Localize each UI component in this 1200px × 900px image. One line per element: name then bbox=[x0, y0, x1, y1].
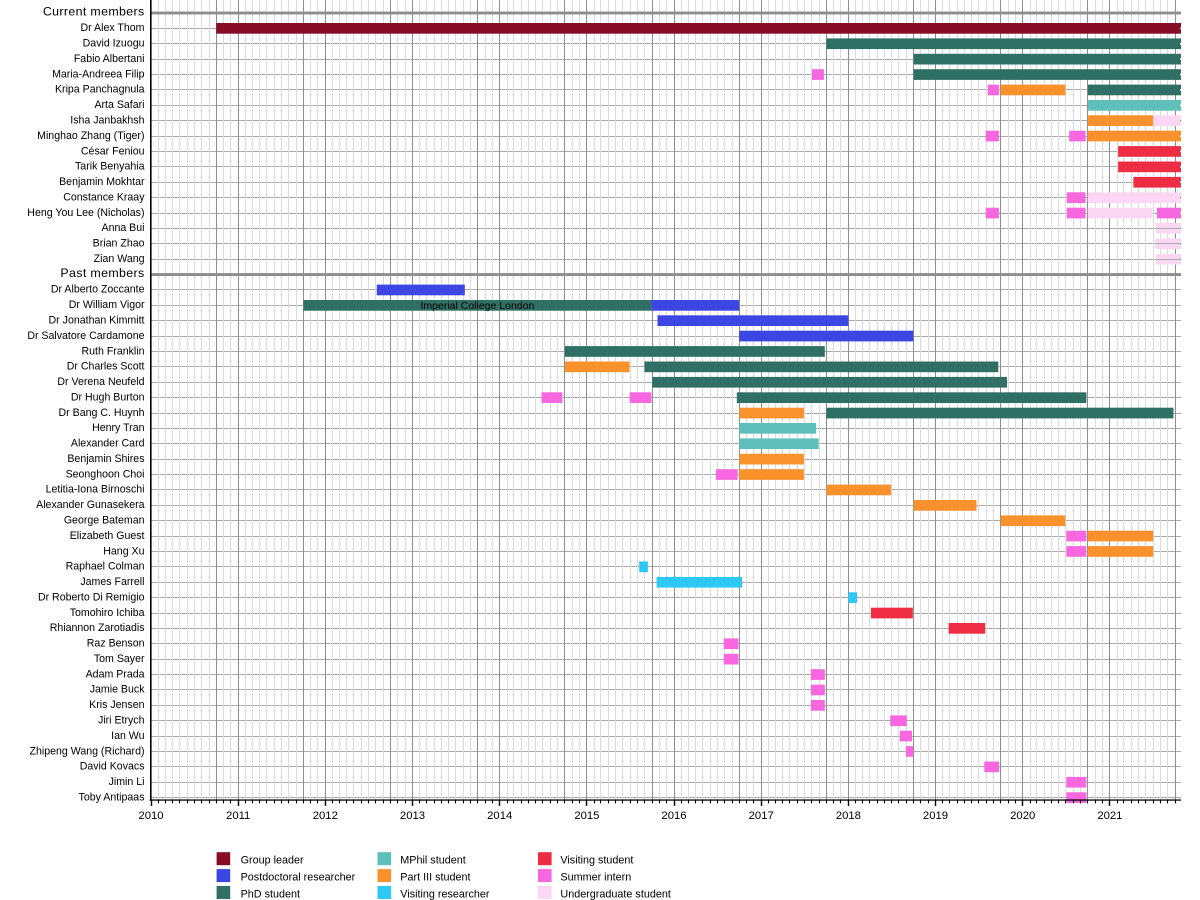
svg-text:Heng You Lee (Nicholas): Heng You Lee (Nicholas) bbox=[27, 207, 144, 219]
svg-text:Fabio Albertani: Fabio Albertani bbox=[74, 53, 145, 65]
svg-text:2011: 2011 bbox=[226, 810, 250, 822]
svg-text:Rhiannon Zarotiadis: Rhiannon Zarotiadis bbox=[50, 622, 145, 634]
svg-text:Jiri Etrych: Jiri Etrych bbox=[98, 715, 145, 727]
svg-text:Dr Verena Neufeld: Dr Verena Neufeld bbox=[57, 376, 144, 388]
svg-text:2016: 2016 bbox=[661, 810, 686, 822]
svg-text:2012: 2012 bbox=[313, 810, 338, 822]
svg-text:2018: 2018 bbox=[836, 810, 861, 822]
svg-text:Hang Xu: Hang Xu bbox=[103, 545, 144, 557]
svg-text:Visiting student: Visiting student bbox=[560, 855, 633, 867]
svg-text:Ruth Franklin: Ruth Franklin bbox=[82, 345, 145, 357]
svg-text:Seonghoon Choi: Seonghoon Choi bbox=[66, 468, 145, 480]
svg-text:César Feniou: César Feniou bbox=[81, 145, 145, 157]
svg-text:George Bateman: George Bateman bbox=[64, 515, 145, 527]
svg-text:Past members: Past members bbox=[60, 266, 144, 280]
svg-text:Imperial College London: Imperial College London bbox=[420, 300, 534, 312]
svg-text:Postdoctoral researcher: Postdoctoral researcher bbox=[241, 872, 356, 884]
svg-text:Jamie Buck: Jamie Buck bbox=[90, 684, 145, 696]
svg-text:2014: 2014 bbox=[487, 810, 512, 822]
svg-text:Summer intern: Summer intern bbox=[560, 872, 631, 884]
svg-text:Dr Alberto Zoccante: Dr Alberto Zoccante bbox=[51, 284, 145, 296]
svg-text:Dr Charles Scott: Dr Charles Scott bbox=[67, 361, 145, 373]
svg-text:Tarik Benyahia: Tarik Benyahia bbox=[75, 161, 145, 173]
svg-text:Raz Benson: Raz Benson bbox=[87, 638, 145, 650]
svg-text:Kripa Panchagnula: Kripa Panchagnula bbox=[55, 84, 145, 96]
svg-text:Benjamin Mokhtar: Benjamin Mokhtar bbox=[59, 176, 145, 188]
svg-text:Isha Janbakhsh: Isha Janbakhsh bbox=[70, 115, 144, 127]
svg-text:Adam Prada: Adam Prada bbox=[86, 668, 145, 680]
svg-text:Dr Alex Thom: Dr Alex Thom bbox=[81, 22, 145, 34]
svg-text:Undergraduate student: Undergraduate student bbox=[560, 888, 670, 900]
svg-text:Part III student: Part III student bbox=[400, 872, 470, 884]
svg-text:David Kovacs: David Kovacs bbox=[80, 761, 145, 773]
svg-text:Arta Safari: Arta Safari bbox=[94, 99, 144, 111]
svg-text:2013: 2013 bbox=[400, 810, 425, 822]
svg-text:Brian Zhao: Brian Zhao bbox=[93, 238, 145, 250]
svg-text:Dr Salvatore Cardamone: Dr Salvatore Cardamone bbox=[27, 330, 144, 342]
svg-text:2010: 2010 bbox=[138, 810, 163, 822]
svg-text:Dr Hugh Burton: Dr Hugh Burton bbox=[71, 391, 145, 403]
svg-text:Constance Kraay: Constance Kraay bbox=[63, 191, 145, 203]
svg-text:Ian Wu: Ian Wu bbox=[111, 730, 144, 742]
svg-text:Zhipeng Wang (Richard): Zhipeng Wang (Richard) bbox=[29, 745, 144, 757]
svg-text:David Izuogu: David Izuogu bbox=[83, 38, 145, 50]
svg-text:Minghao Zhang (Tiger): Minghao Zhang (Tiger) bbox=[37, 130, 144, 142]
svg-text:Letitia-Iona Birnoschi: Letitia-Iona Birnoschi bbox=[46, 484, 145, 496]
svg-text:Alexander Card: Alexander Card bbox=[71, 438, 145, 450]
svg-text:Henry Tran: Henry Tran bbox=[92, 422, 145, 434]
svg-text:Anna Bui: Anna Bui bbox=[102, 222, 145, 234]
svg-text:Alexander Gunasekera: Alexander Gunasekera bbox=[36, 499, 144, 511]
svg-text:Dr Roberto Di Remigio: Dr Roberto Di Remigio bbox=[38, 591, 145, 603]
svg-text:Jimin Li: Jimin Li bbox=[109, 776, 145, 788]
svg-text:Raphael Colman: Raphael Colman bbox=[66, 561, 145, 573]
svg-text:2019: 2019 bbox=[923, 810, 948, 822]
svg-text:2015: 2015 bbox=[574, 810, 599, 822]
svg-text:Visiting researcher: Visiting researcher bbox=[400, 888, 490, 900]
svg-text:Kris Jensen: Kris Jensen bbox=[89, 699, 144, 711]
svg-text:Tomohiro Ichiba: Tomohiro Ichiba bbox=[70, 607, 145, 619]
svg-text:Current members: Current members bbox=[43, 5, 145, 19]
svg-text:James Farrell: James Farrell bbox=[80, 576, 144, 588]
svg-text:Elizabeth Guest: Elizabeth Guest bbox=[70, 530, 145, 542]
svg-text:Group leader: Group leader bbox=[241, 855, 304, 867]
svg-text:Toby Antipaas: Toby Antipaas bbox=[79, 791, 145, 803]
svg-text:Dr William Vigor: Dr William Vigor bbox=[69, 299, 145, 311]
svg-text:Tom Sayer: Tom Sayer bbox=[94, 653, 145, 665]
svg-text:2020: 2020 bbox=[1010, 810, 1035, 822]
svg-text:MPhil student: MPhil student bbox=[400, 855, 465, 867]
svg-text:Benjamin Shires: Benjamin Shires bbox=[67, 453, 144, 465]
svg-text:Zian Wang: Zian Wang bbox=[94, 253, 145, 265]
svg-text:2021: 2021 bbox=[1097, 810, 1122, 822]
svg-text:Dr Bang C. Huynh: Dr Bang C. Huynh bbox=[59, 407, 145, 419]
svg-text:Dr Jonathan Kimmitt: Dr Jonathan Kimmitt bbox=[49, 315, 145, 327]
svg-text:2017: 2017 bbox=[749, 810, 774, 822]
svg-text:PhD student: PhD student bbox=[241, 888, 300, 900]
svg-text:Maria-Andreea Filip: Maria-Andreea Filip bbox=[52, 68, 145, 80]
